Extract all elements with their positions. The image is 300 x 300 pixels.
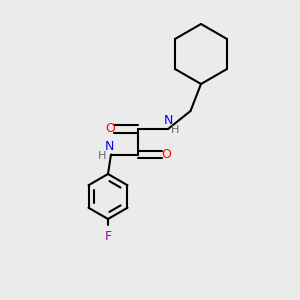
Text: H: H <box>98 151 106 161</box>
Text: F: F <box>104 230 112 243</box>
Text: O: O <box>106 122 115 136</box>
Text: N: N <box>105 140 114 153</box>
Text: H: H <box>171 125 180 136</box>
Text: O: O <box>162 148 171 161</box>
Text: N: N <box>163 115 173 128</box>
